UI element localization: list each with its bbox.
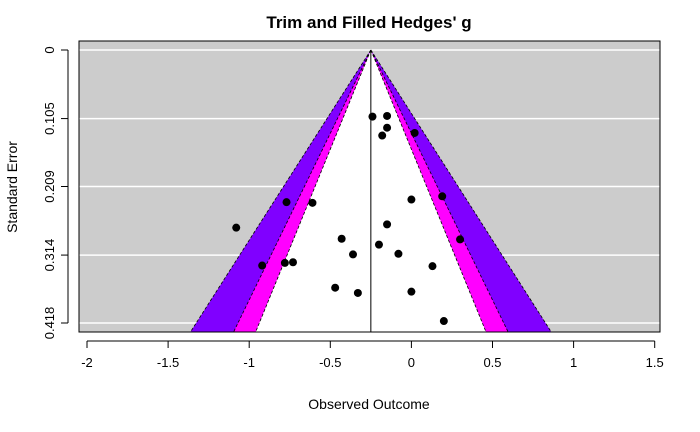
data-point: [394, 249, 403, 258]
funnel-edges: [190, 49, 552, 333]
data-point: [383, 220, 392, 229]
y-axis: 0 0.105 0.209 0.314 0.418: [42, 46, 69, 340]
data-point: [374, 240, 383, 249]
data-point: [353, 288, 362, 297]
data-point: [331, 283, 340, 292]
funnel-edge: [370, 49, 487, 333]
data-point: [308, 198, 317, 207]
x-tick-label: 0: [408, 355, 415, 370]
y-tick-label: 0.209: [42, 170, 57, 203]
x-axis-label: Observed Outcome: [308, 396, 430, 412]
funnel-edge: [255, 49, 372, 333]
data-point: [438, 192, 447, 201]
data-point: [456, 235, 465, 244]
plot-frame: [78, 40, 661, 333]
data-point: [282, 198, 291, 207]
data-point: [288, 258, 297, 267]
funnel-edge: [370, 49, 509, 333]
data-point: [407, 287, 416, 296]
x-tick-label: -0.5: [319, 355, 341, 370]
data-point: [410, 128, 419, 137]
data-point: [428, 262, 437, 271]
data-points: [232, 111, 465, 326]
y-axis-label: Standard Error: [4, 141, 20, 233]
chart-title: Trim and Filled Hedges' g: [266, 13, 471, 32]
data-point: [280, 258, 289, 267]
x-tick-label: 1: [570, 355, 577, 370]
funnel-edge: [233, 49, 372, 333]
data-point: [378, 131, 387, 140]
x-tick-label: -2: [81, 355, 93, 370]
data-point: [383, 111, 392, 120]
data-point: [232, 223, 241, 232]
funnel-edge: [370, 49, 552, 333]
data-point: [349, 250, 358, 259]
y-tick-label: 0.314: [42, 239, 57, 272]
funnel-edge: [190, 49, 372, 333]
data-point: [439, 317, 448, 326]
x-tick-label: -1: [243, 355, 255, 370]
x-tick-label: 0.5: [483, 355, 501, 370]
data-point: [407, 195, 416, 204]
data-point: [337, 234, 346, 243]
x-tick-label: 1.5: [646, 355, 664, 370]
x-axis: -2 -1.5 -1 -0.5 0 0.5 1 1.5: [81, 340, 664, 370]
data-point: [258, 261, 267, 270]
y-tick-label: 0.105: [42, 102, 57, 135]
data-point: [368, 112, 377, 121]
y-tick-label: 0.418: [42, 307, 57, 340]
y-tick-label: 0: [42, 46, 57, 53]
x-tick-label: -1.5: [157, 355, 179, 370]
data-point: [383, 123, 392, 132]
